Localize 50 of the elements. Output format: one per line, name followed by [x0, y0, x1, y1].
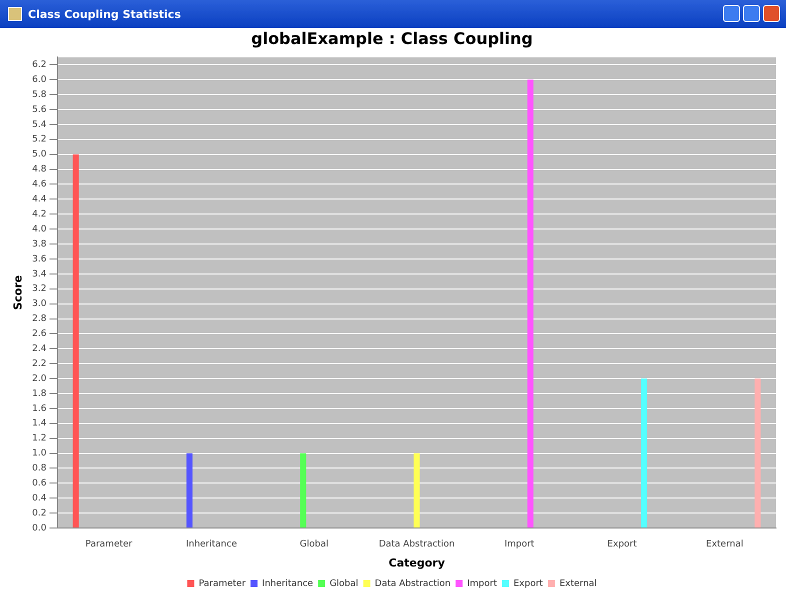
y-tick-label: 1.0	[32, 448, 47, 459]
legend-label: Inheritance	[262, 578, 314, 589]
y-tick-label: 4.8	[32, 164, 47, 175]
y-tick-label: 2.8	[32, 314, 47, 324]
x-tick-label: Inheritance	[186, 540, 238, 550]
y-tick-label: 2.4	[32, 344, 47, 354]
x-tick-label: Data Abstraction	[378, 540, 455, 550]
y-tick-label: 6.0	[32, 74, 47, 85]
y-tick-label: 0.4	[32, 493, 47, 504]
x-tick-label: Export	[607, 540, 638, 550]
x-tick-label: Parameter	[85, 540, 133, 550]
x-tick-label: Import	[504, 540, 535, 550]
y-tick-label: 1.8	[32, 388, 47, 399]
y-tick-label: 5.4	[32, 120, 47, 130]
y-tick-label: 0.0	[32, 523, 47, 534]
y-tick-label: 4.0	[32, 224, 47, 234]
x-tick-label: External	[706, 540, 744, 550]
legend-label: Data Abstraction	[374, 578, 451, 589]
x-axis-title: Category	[388, 556, 445, 570]
legend-label: Export	[513, 578, 544, 589]
y-tick-label: 3.6	[32, 254, 47, 264]
y-tick-label: 4.6	[32, 180, 47, 190]
y-tick-label: 0.6	[32, 478, 47, 489]
y-tick-label: 4.4	[32, 194, 47, 205]
y-tick-label: 4.2	[32, 209, 47, 220]
y-tick-label: 1.6	[32, 404, 47, 414]
y-tick-label: 1.4	[32, 418, 47, 429]
y-tick-label: 3.2	[32, 284, 47, 294]
y-tick-label: 2.6	[32, 329, 47, 340]
y-tick-label: 2.0	[32, 374, 47, 384]
y-tick-label: 0.8	[32, 464, 47, 474]
legend-label: External	[559, 578, 597, 589]
y-tick-label: 5.8	[32, 90, 47, 100]
y-tick-label: 5.2	[32, 134, 47, 145]
legend-label: Import	[467, 578, 498, 589]
y-tick-label: 3.4	[32, 269, 47, 280]
chart-title: globalExample : Class Coupling	[251, 28, 533, 48]
y-tick-label: 6.2	[32, 60, 47, 70]
legend-label: Global	[330, 578, 358, 589]
text: Class Coupling Statistics	[28, 8, 181, 20]
y-tick-label: 2.2	[32, 358, 47, 369]
x-tick-label: Global	[300, 540, 328, 550]
y-tick-label: 0.2	[32, 508, 47, 518]
y-tick-label: 1.2	[32, 434, 47, 444]
y-axis-title: Score	[11, 275, 24, 310]
y-tick-label: 3.0	[32, 299, 47, 310]
y-tick-label: 5.6	[32, 104, 47, 115]
y-tick-label: 5.0	[32, 150, 47, 160]
y-tick-label: 3.8	[32, 239, 47, 250]
legend-label: Parameter	[198, 578, 246, 589]
